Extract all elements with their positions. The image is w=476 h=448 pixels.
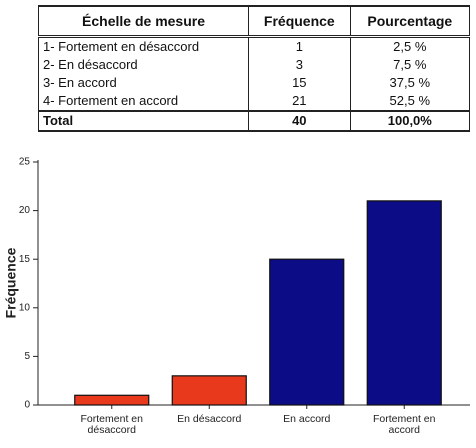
table-row: 3- En accord 15 37,5 % [37, 74, 471, 92]
frequency-table: Échelle de mesure Fréquence Pourcentage … [37, 5, 471, 132]
table-cell: 2,5 % [349, 36, 471, 56]
table-row: 2- En désaccord 3 7,5 % [37, 56, 471, 74]
y-axis-label: Fréquence [3, 247, 19, 318]
y-tick-label: 10 [19, 302, 31, 313]
bar [366, 200, 442, 406]
table-row: 4- Fortement en accord 21 52,5 % [37, 92, 471, 111]
header-cell: Fréquence [248, 5, 351, 38]
bar [171, 375, 247, 406]
header-row: Échelle de mesure Fréquence Pourcentage [37, 5, 471, 38]
total-row: Total 40 100,0% [37, 110, 471, 132]
x-tick-label: En accord [283, 413, 331, 425]
table-cell: 1- Fortement en désaccord [37, 36, 250, 56]
table-cell: 2- En désaccord [37, 56, 250, 74]
table-cell: 3- En accord [37, 74, 250, 92]
y-tick-label: 20 [19, 205, 31, 216]
y-tick-label: 15 [19, 254, 31, 265]
header-cell: Pourcentage [349, 5, 471, 38]
table-cell: 52,5 % [349, 92, 471, 111]
table-cell: 15 [248, 74, 351, 92]
table-row: 1- Fortement en désaccord 1 2,5 % [37, 36, 471, 56]
table-cell: Total [37, 110, 250, 132]
table-cell: 100,0% [349, 110, 471, 132]
table-cell: 7,5 % [349, 56, 471, 74]
y-tick-label: 5 [24, 351, 30, 362]
y-tick-label: 25 [19, 157, 31, 168]
table-cell: 40 [248, 110, 351, 132]
header-cell: Échelle de mesure [37, 5, 250, 38]
y-tick-label: 0 [24, 400, 30, 411]
x-tick-label: Fortement en accord [373, 413, 436, 436]
bar [269, 258, 345, 406]
x-tick-label: Fortement en désaccord [80, 413, 143, 436]
x-tick-label: En désaccord [177, 413, 242, 425]
table-cell: 37,5 % [349, 74, 471, 92]
table-cell: 4- Fortement en accord [37, 92, 250, 111]
bar [74, 394, 150, 406]
